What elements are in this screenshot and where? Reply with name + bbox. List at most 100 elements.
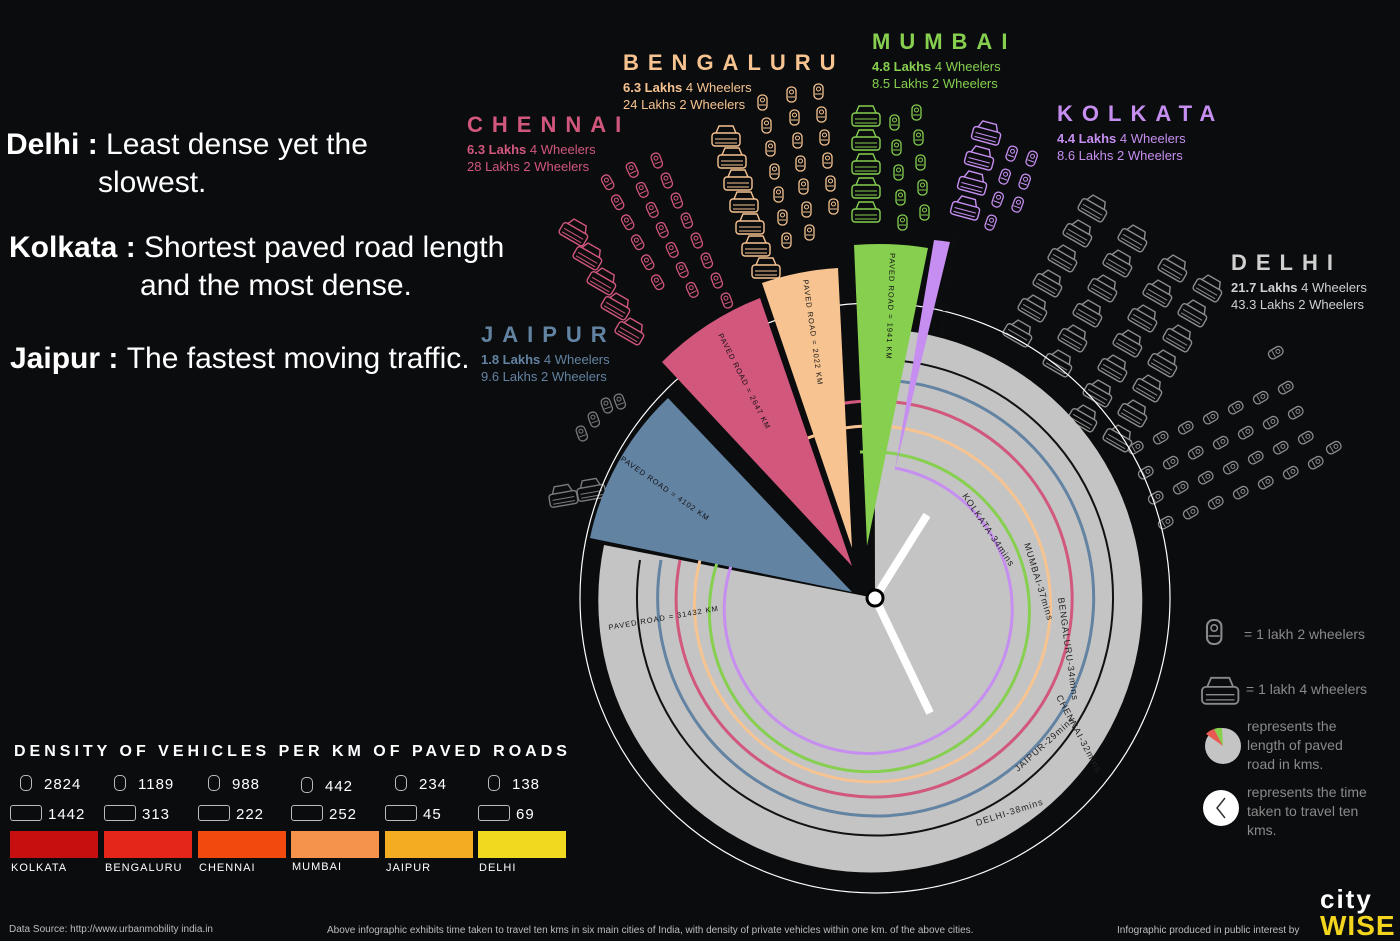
city-label-kolkata: KOLKATA 4.4 Lakhs 4 Wheelers 8.6 Lakhs 2… — [1057, 101, 1224, 164]
density-four-value: 313 — [142, 806, 171, 823]
footer-note: Above infographic exhibits time taken to… — [327, 925, 974, 936]
time-arc-mumbai — [707, 450, 1031, 774]
clock-icon — [1203, 790, 1239, 826]
city-label-delhi: DELHI 21.7 Lakhs 4 Wheelers 43.3 Lakhs 2… — [1231, 250, 1367, 313]
four-wheeler-count: 6.3 Lakhs 4 Wheelers — [467, 142, 596, 157]
statement-kolkata: Kolkata : Shortest paved road length — [9, 229, 504, 267]
legend-two-wheeler-icon — [1205, 618, 1223, 646]
legend-four-wheeler-text: = 1 lakh 4 wheelers — [1246, 681, 1368, 697]
legend-paved-text: represents the length of paved road in k… — [1247, 718, 1343, 772]
density-city-label: KOLKATA — [11, 862, 68, 874]
statement-separator: : — [100, 342, 127, 375]
four-wheeler-count: 4.4 Lakhs 4 Wheelers — [1057, 131, 1186, 146]
statement-separator: : — [79, 128, 107, 161]
city-label-jaipur: JAIPUR 1.8 Lakhs 4 Wheelers 9.6 Lakhs 2 … — [481, 322, 616, 385]
density-title: DENSITY OF VEHICLES PER KM OF PAVED ROAD… — [14, 743, 571, 760]
density-two-value: 988 — [232, 776, 261, 793]
density-city-label: CHENNAI — [199, 862, 256, 874]
statement-jaipur: Jaipur : The fastest moving traffic. — [10, 340, 470, 378]
statement-city: Jaipur — [10, 342, 101, 375]
density-city-label: BENGALURU — [105, 862, 183, 874]
clock-hand-hour — [871, 512, 931, 601]
logo-wise: WISE — [1320, 910, 1396, 941]
wedge-mumbai — [854, 243, 928, 546]
density-bar-bengaluru — [104, 831, 192, 858]
car-icon — [104, 805, 136, 821]
statement-delhi: Delhi : Least dense yet the — [6, 126, 368, 164]
density-bar-jaipur — [385, 831, 473, 858]
vehicle-cluster-kolkata — [949, 118, 1040, 232]
time-arc-delhi — [636, 358, 1114, 837]
city-name: MUMBAI — [872, 29, 1017, 54]
city-label-bengaluru: BENGALURU 6.3 Lakhs 4 Wheelers 24 Lakhs … — [623, 50, 845, 113]
density-four-value: 222 — [236, 806, 265, 823]
logo-city: city — [1320, 884, 1373, 914]
footer-source: Data Source: http://www.urbanmobility in… — [9, 924, 213, 935]
scooter-icon — [20, 775, 32, 791]
four-wheeler-count: 1.8 Lakhs 4 Wheelers — [481, 352, 610, 367]
legend-time-text: represents the time taken to travel ten … — [1247, 784, 1367, 838]
paved-label-mumbai: PAVED ROAD = 1941 KM — [884, 253, 897, 360]
footer-credit: Infographic produced in public interest … — [1117, 925, 1300, 936]
city-name: DELHI — [1231, 250, 1342, 275]
density-bar-delhi — [478, 831, 566, 858]
legend-two-wheeler-text: = 1 lakh 2 wheelers — [1244, 626, 1366, 642]
wedge-kolkata — [895, 240, 950, 470]
density-bar-kolkata — [10, 831, 98, 858]
statement-separator: : — [117, 231, 145, 264]
wedge-jaipur — [590, 398, 852, 592]
density-two-value: 2824 — [44, 776, 82, 793]
statement-city: Kolkata — [9, 231, 118, 264]
scooter-icon — [395, 775, 407, 791]
two-wheeler-count: 9.6 Lakhs 2 Wheelers — [481, 369, 607, 384]
car-icon — [478, 805, 510, 821]
vehicle-cluster-chennai — [557, 151, 735, 347]
density-four-value: 1442 — [48, 806, 86, 823]
time-arc-jaipur — [656, 378, 1096, 818]
density-four-value: 69 — [516, 806, 535, 823]
city-name: KOLKATA — [1057, 101, 1225, 126]
two-wheeler-count: 8.6 Lakhs 2 Wheelers — [1057, 148, 1183, 163]
statement-city: Delhi — [6, 128, 80, 161]
city-name: CHENNAI — [467, 112, 631, 137]
legend-four-wheeler-icon — [1201, 676, 1240, 705]
clock-hand-minute — [871, 596, 934, 715]
pie-wedge-icon — [1205, 727, 1241, 764]
car-icon — [385, 805, 417, 821]
four-wheeler-count: 6.3 Lakhs 4 Wheelers — [623, 80, 752, 95]
wedge-bengaluru — [762, 268, 852, 548]
density-four-value: 252 — [329, 806, 358, 823]
vehicle-cluster-bengaluru — [711, 83, 839, 279]
car-icon — [291, 805, 323, 821]
car-icon — [198, 805, 230, 821]
statement-text: Least dense yet the — [106, 128, 368, 161]
density-four-value: 45 — [423, 806, 442, 823]
statement-kolkata-line2: and the most dense. — [140, 269, 412, 302]
city-label-mumbai: MUMBAI 4.8 Lakhs 4 Wheelers 8.5 Lakhs 2 … — [872, 29, 1016, 92]
city-label-chennai: CHENNAI 6.3 Lakhs 4 Wheelers 28 Lakhs 2 … — [467, 112, 630, 175]
wedge-chennai — [662, 298, 852, 566]
scooter-icon — [301, 777, 313, 793]
density-city-label: JAIPUR — [386, 862, 432, 874]
density-bar-mumbai — [291, 831, 379, 858]
scooter-icon — [208, 775, 220, 791]
density-bar-chennai — [198, 831, 286, 858]
scooter-icon — [488, 775, 500, 791]
clock-center — [865, 588, 885, 608]
vehicle-cluster-mumbai — [851, 104, 930, 231]
statement-text: Shortest paved road length — [144, 231, 505, 264]
density-two-value: 234 — [419, 776, 448, 793]
two-wheeler-count: 24 Lakhs 2 Wheelers — [623, 97, 746, 112]
density-two-value: 138 — [512, 776, 541, 793]
two-wheeler-count: 28 Lakhs 2 Wheelers — [467, 159, 590, 174]
density-two-value: 1189 — [138, 776, 175, 793]
scooter-icon — [114, 775, 126, 791]
time-arc-chennai — [674, 399, 1074, 799]
logo: city WISE — [1320, 884, 1396, 941]
time-arc-kolkata — [722, 466, 1014, 755]
statement-delhi-line2: slowest. — [98, 166, 207, 199]
density-city-label: MUMBAI — [292, 861, 342, 873]
four-wheeler-count: 21.7 Lakhs 4 Wheelers — [1231, 280, 1367, 295]
four-wheeler-count: 4.8 Lakhs 4 Wheelers — [872, 59, 1001, 74]
